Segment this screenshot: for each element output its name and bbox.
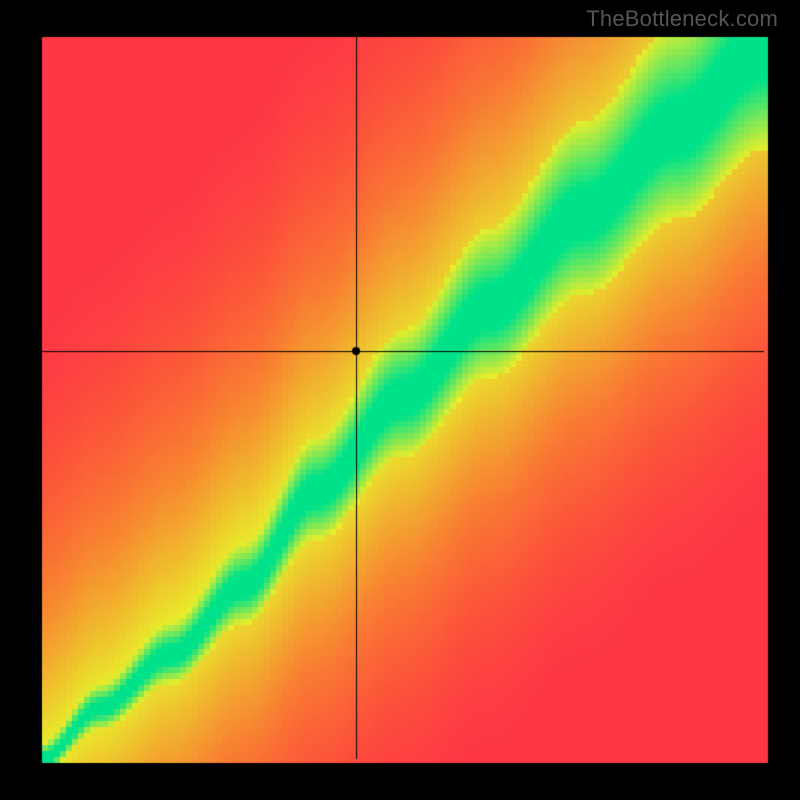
chart-container: TheBottleneck.com	[0, 0, 800, 800]
watermark-text: TheBottleneck.com	[586, 6, 778, 32]
heatmap-canvas	[0, 0, 800, 800]
